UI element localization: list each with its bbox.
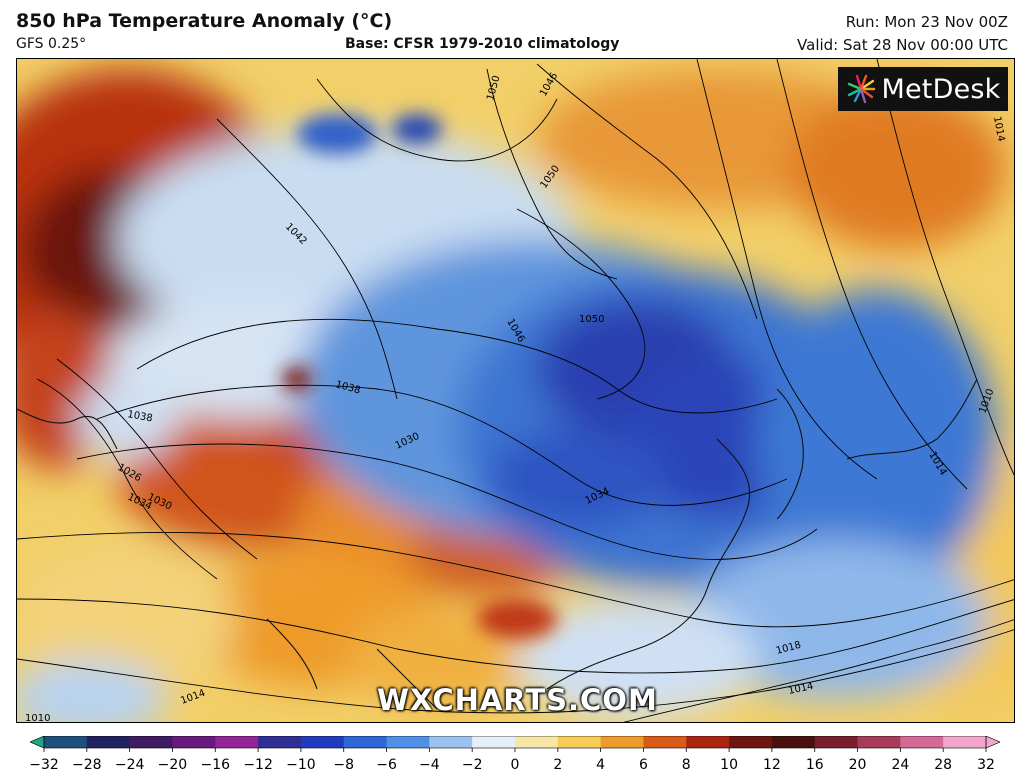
colorbar-cell — [429, 736, 473, 748]
run-time-label: Run: Mon 23 Nov 00Z — [845, 13, 1008, 31]
colorbar-cell — [729, 736, 773, 748]
colorbar-cell — [900, 736, 944, 748]
map-canvas: 1050 1046 1050 1042 1046 1050 1038 1038 … — [17, 59, 1014, 723]
colorbar-tick-label: −8 — [333, 757, 354, 773]
colorbar-tick-label: −10 — [286, 757, 316, 773]
colorbar-cells — [44, 736, 987, 748]
colorbar-tick-label: 8 — [682, 757, 691, 773]
model-label: GFS 0.25° — [16, 36, 87, 52]
colorbar-cell — [215, 736, 259, 748]
colorbar-tick-label: 16 — [806, 757, 824, 773]
colorbar-cell — [44, 736, 88, 748]
colorbar-tick-label: −12 — [243, 757, 273, 773]
valid-time-label: Valid: Sat 28 Nov 00:00 UTC — [797, 36, 1008, 54]
colorbar-tick-label: −16 — [200, 757, 230, 773]
colorbar-cell — [258, 736, 302, 748]
isobar-label: 1014 — [991, 116, 1006, 143]
climatology-base-label: Base: CFSR 1979-2010 climatology — [345, 36, 620, 52]
colorbar-cell — [686, 736, 730, 748]
colorbar-cell — [557, 736, 602, 748]
colorbar-cell — [943, 736, 987, 748]
colorbar-tick-label: −6 — [376, 757, 397, 773]
colorbar-tick-label: 28 — [934, 757, 952, 773]
colorbar-tick-label: 32 — [977, 757, 995, 773]
metdesk-logo: MetDesk — [838, 67, 1008, 111]
colorbar-tick-label: 20 — [849, 757, 867, 773]
colorbar-cell — [814, 736, 859, 748]
colorbar-cell — [343, 736, 388, 748]
colorbar-tick-label: −20 — [158, 757, 188, 773]
colorbar-cell — [172, 736, 216, 748]
colorbar: −32 −28 −24 −20 −16 −12 −10 −8 −6 −4 −2 0 2 4 6 8 10 12 16… — [30, 736, 1000, 773]
colorbar-tick-label: 24 — [891, 757, 909, 773]
colorbar-tick-label: 4 — [596, 757, 605, 773]
colorbar-tick-label: −32 — [30, 757, 59, 773]
colorbar-cell — [643, 736, 687, 748]
colorbar-right-arrow — [985, 736, 1000, 749]
wxcharts-watermark: WXCHARTS.COM — [377, 683, 658, 717]
colorbar-ticks: −32 −28 −24 −20 −16 −12 −10 −8 −6 −4 −2 0 2 4 6 8 10 12 16… — [30, 748, 995, 773]
colorbar-cell — [472, 736, 516, 748]
isobar-label: 1010 — [25, 713, 50, 723]
colorbar-tick-label: −2 — [462, 757, 483, 773]
colorbar-cell — [857, 736, 901, 748]
chart-title: 850 hPa Temperature Anomaly (°C) — [16, 10, 393, 32]
colorbar-tick-label: 2 — [553, 757, 562, 773]
colorbar-tick-label: 12 — [763, 757, 781, 773]
colorbar-tick-label: −24 — [115, 757, 145, 773]
isobars — [17, 59, 1014, 722]
colorbar-tick-label: 10 — [720, 757, 738, 773]
colorbar-cell — [129, 736, 173, 748]
colorbar-tick-label: −4 — [419, 757, 440, 773]
isobar-label: 1050 — [579, 314, 604, 325]
colorbar-cell — [600, 736, 644, 748]
colorbar-tick-label: −28 — [72, 757, 102, 773]
isobar-label: 1014 — [787, 681, 814, 697]
metdesk-logo-text: MetDesk — [881, 73, 1001, 105]
colorbar-tick-label: 6 — [639, 757, 648, 773]
colorbar-cell — [386, 736, 430, 748]
colorbar-cell — [771, 736, 816, 748]
isobar-label: 1038 — [126, 409, 153, 424]
colorbar-cell — [300, 736, 345, 748]
colorbar-tick-label: 0 — [511, 757, 520, 773]
colorbar-left-arrow — [30, 736, 45, 749]
coastlines — [17, 378, 978, 710]
metdesk-burst-icon — [847, 74, 875, 104]
anomaly-map: 1050 1046 1050 1042 1046 1050 1038 1038 … — [16, 58, 1015, 723]
anomaly-detail — [282, 114, 557, 639]
colorbar-cell — [515, 736, 559, 748]
colorbar-cell — [86, 736, 131, 748]
anomaly-field — [17, 69, 1014, 722]
